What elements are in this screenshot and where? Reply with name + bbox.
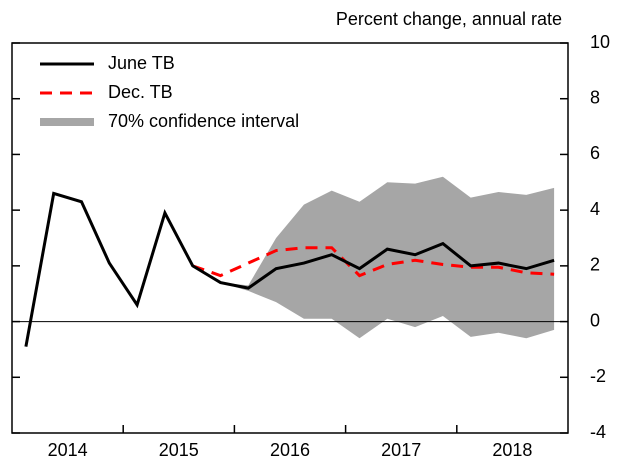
x-tick-label: 2015	[159, 440, 199, 460]
axis-label: Percent change, annual rate	[336, 9, 562, 29]
plot-frame	[11, 42, 569, 434]
x-tick-label: 2014	[48, 440, 88, 460]
legend-label: June TB	[108, 53, 175, 73]
y-tick-label: 4	[590, 199, 600, 219]
legend-label: Dec. TB	[108, 82, 173, 102]
x-tick-label: 2016	[270, 440, 310, 460]
x-tick-label: 2017	[381, 440, 421, 460]
y-tick-label: 6	[590, 143, 600, 163]
series-line	[192, 246, 555, 278]
series-line	[24, 191, 555, 347]
y-tick-label: 8	[590, 87, 600, 107]
x-tick-label: 2018	[492, 440, 532, 460]
confidence-band	[220, 176, 555, 339]
y-tick-label: -2	[590, 366, 606, 386]
y-tick-label: -4	[590, 422, 606, 442]
y-tick-label: 0	[590, 310, 600, 330]
legend-label: 70% confidence interval	[108, 111, 299, 131]
y-tick-label: 2	[590, 255, 600, 275]
y-tick-label: 10	[590, 32, 610, 52]
